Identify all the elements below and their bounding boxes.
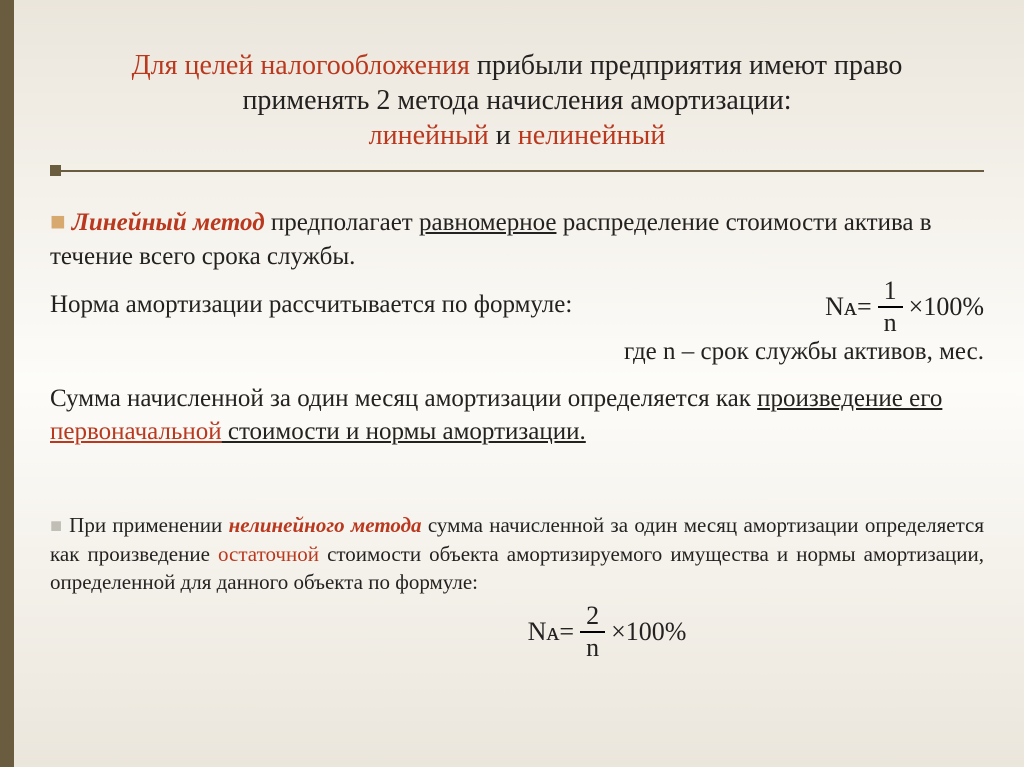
linear-formula: Nᴀ = 1 n ×100%: [825, 278, 984, 336]
title-line2: применять 2 метода начисления амортизаци…: [50, 83, 984, 118]
bullet-icon: ■: [50, 515, 63, 537]
formula-lhs: Nᴀ: [825, 292, 857, 322]
linear-p1: ■Линейный метод предполагает равномерное…: [50, 204, 984, 274]
fraction-den: n: [878, 308, 903, 336]
slide-title: Для целей налогообложения прибыли предпр…: [50, 48, 984, 153]
separator-line: [61, 170, 984, 172]
bullet-icon: ■: [50, 207, 66, 236]
title-separator: [50, 165, 984, 176]
linear-p1a: предполагает: [265, 209, 419, 236]
linear-method-label: Линейный метод: [72, 209, 265, 236]
linear-p3: Сумма начисленной за один месяц амортиза…: [50, 382, 984, 450]
linear-p2: Норма амортизации рассчитывается по форм…: [50, 288, 572, 322]
title-line1-rest: прибыли предприятия имеют право: [470, 50, 903, 81]
linear-where: где n – срок службы активов, мес.: [50, 338, 984, 366]
fraction: 1 n: [878, 278, 903, 336]
fraction-num: 2: [580, 603, 605, 631]
linear-p3a: Сумма начисленной за один месяц амортиза…: [50, 385, 757, 412]
fraction-den: n: [580, 633, 605, 661]
nonlinear-method-block: ■При применении нелинейного метода сумма…: [50, 511, 984, 661]
title-line1-red: Для целей налогообложения: [132, 50, 470, 81]
linear-method-block: ■Линейный метод предполагает равномерное…: [50, 204, 984, 449]
linear-rate-row: Норма амортизации рассчитывается по форм…: [50, 278, 984, 336]
formula-eq: =: [559, 617, 574, 647]
fraction: 2 n: [580, 603, 605, 661]
formula-lhs: Nᴀ: [528, 617, 560, 647]
formula-tail: ×100%: [909, 292, 984, 322]
linear-p3b: произведение его: [757, 385, 942, 412]
fraction-num: 1: [878, 278, 903, 306]
linear-uniform: равномерное: [419, 209, 557, 236]
formula-eq: =: [857, 292, 872, 322]
nonlinear-p1a: При применении: [69, 513, 228, 537]
slide-content: Для целей налогообложения прибыли предпр…: [0, 0, 1024, 691]
separator-dot: [50, 165, 61, 176]
title-and: и: [489, 120, 518, 151]
nonlinear-residual: остаточной: [218, 542, 319, 566]
linear-primary-cost: первоначальной: [50, 418, 222, 445]
nonlinear-formula-wrap: Nᴀ = 2 n ×100%: [50, 603, 984, 661]
nonlinear-method-label: нелинейного метода: [229, 513, 422, 537]
nonlinear-formula: Nᴀ = 2 n ×100%: [528, 603, 687, 661]
title-linear: линейный: [369, 120, 489, 151]
formula-tail: ×100%: [611, 617, 686, 647]
nonlinear-p1: ■При применении нелинейного метода сумма…: [50, 511, 984, 597]
linear-p3d: стоимости и нормы амортизации.: [222, 418, 586, 445]
title-nonlinear: нелинейный: [518, 120, 666, 151]
